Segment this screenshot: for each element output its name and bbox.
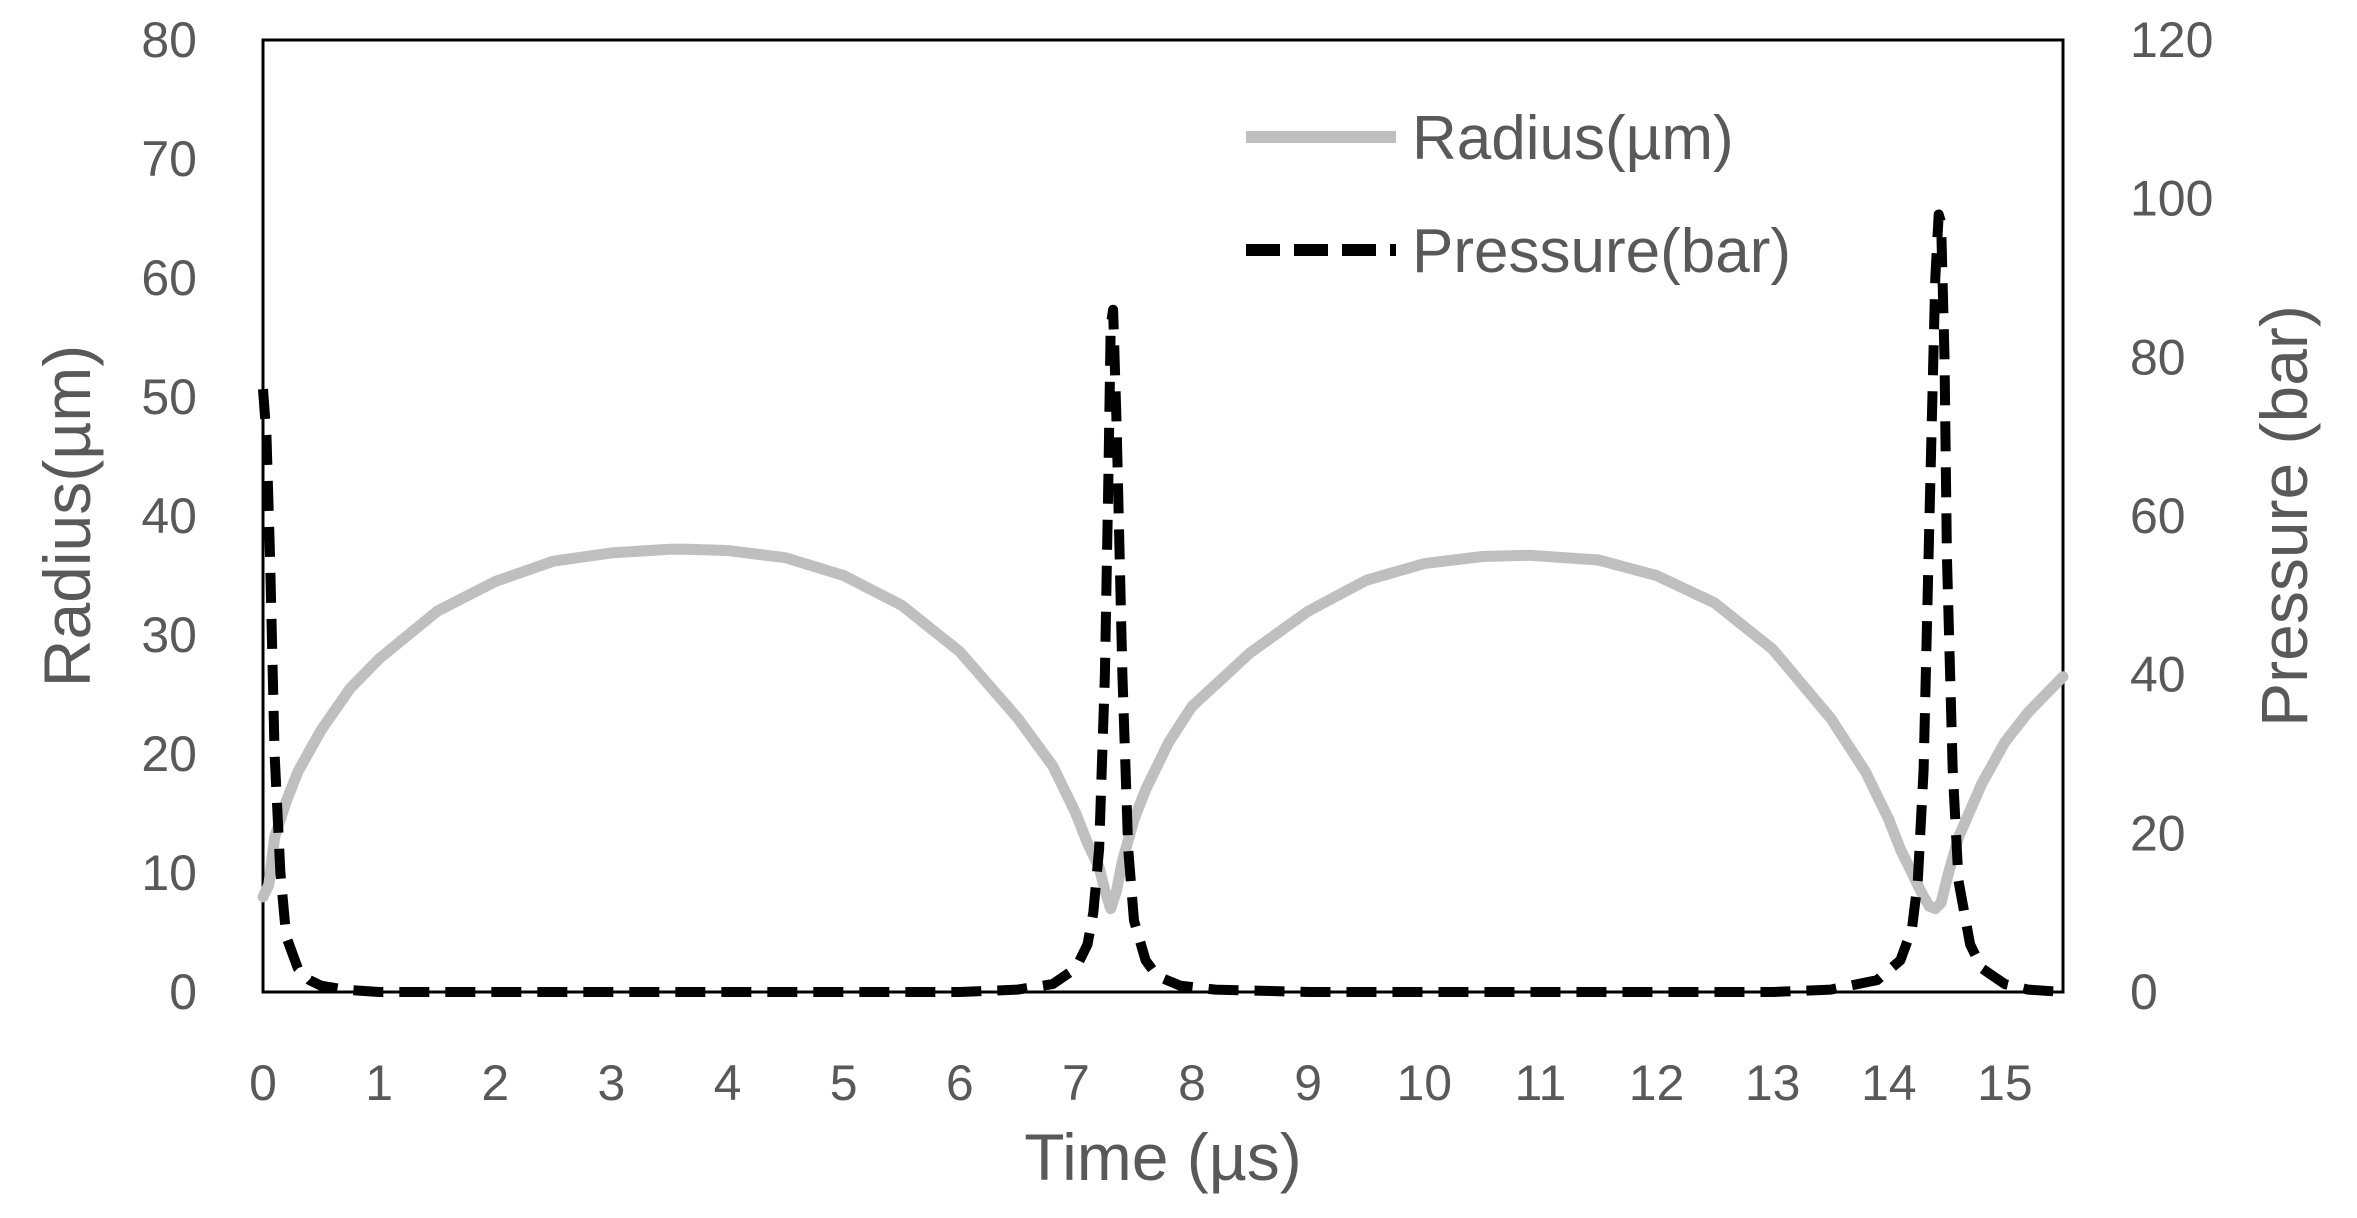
x-tick-label: 1 xyxy=(365,1055,393,1111)
x-tick-label: 5 xyxy=(830,1055,858,1111)
x-tick-label: 12 xyxy=(1629,1055,1685,1111)
x-tick-label: 13 xyxy=(1745,1055,1801,1111)
y-left-tick-label: 60 xyxy=(141,250,197,306)
tick-labels: 0 1 2 3 4 5 6 7 8 9 10 11 12 13 14 15010203040506070800… xyxy=(141,12,2213,1111)
x-tick-label: 8 xyxy=(1178,1055,1206,1111)
y-axis-left-title: Radius(µm) xyxy=(30,345,104,687)
y-right-tick-label: 100 xyxy=(2130,171,2213,227)
y-right-tick-label: 20 xyxy=(2130,805,2186,861)
series-line-radius xyxy=(257,543,2069,915)
x-tick-label: 14 xyxy=(1861,1055,1917,1111)
x-axis-title: Time (µs) xyxy=(1024,1120,1302,1194)
x-tick-label: 10 xyxy=(1396,1055,1452,1111)
x-tick-label: 3 xyxy=(597,1055,625,1111)
y-right-tick-label: 0 xyxy=(2130,964,2158,1020)
y-left-tick-label: 0 xyxy=(169,964,197,1020)
y-left-tick-label: 10 xyxy=(141,845,197,901)
legend-label-radius: Radius(µm) xyxy=(1412,104,1734,173)
y-left-tick-label: 30 xyxy=(141,607,197,663)
x-tick-label: 11 xyxy=(1514,1055,1566,1111)
y-left-tick-label: 70 xyxy=(141,131,197,187)
y-right-tick-label: 80 xyxy=(2130,329,2186,385)
plot-area-frame xyxy=(261,38,2065,994)
y-left-tick-label: 50 xyxy=(141,369,197,425)
y-left-tick-label: 80 xyxy=(141,12,197,68)
y-left-tick-label: 20 xyxy=(141,726,197,782)
legend-label-pressure: Pressure(bar) xyxy=(1412,217,1791,286)
x-tick-label: 15 xyxy=(1977,1055,2033,1111)
series-layer xyxy=(257,209,2069,997)
y-right-tick-label: 60 xyxy=(2130,488,2186,544)
x-tick-label: 2 xyxy=(481,1055,509,1111)
y-axis-right-title: Pressure (bar) xyxy=(2247,305,2321,727)
y-right-tick-label: 40 xyxy=(2130,647,2186,703)
x-tick-label: 0 xyxy=(249,1055,277,1111)
series-line-pressure xyxy=(258,209,2064,997)
legend: Radius(µm) Pressure(bar) xyxy=(1246,104,1791,286)
x-tick-label: 9 xyxy=(1294,1055,1322,1111)
y-left-tick-label: 40 xyxy=(141,488,197,544)
x-tick-label: 4 xyxy=(714,1055,742,1111)
x-tick-label: 6 xyxy=(946,1055,974,1111)
y-right-tick-label: 120 xyxy=(2130,12,2213,68)
x-tick-label: 7 xyxy=(1062,1055,1090,1111)
